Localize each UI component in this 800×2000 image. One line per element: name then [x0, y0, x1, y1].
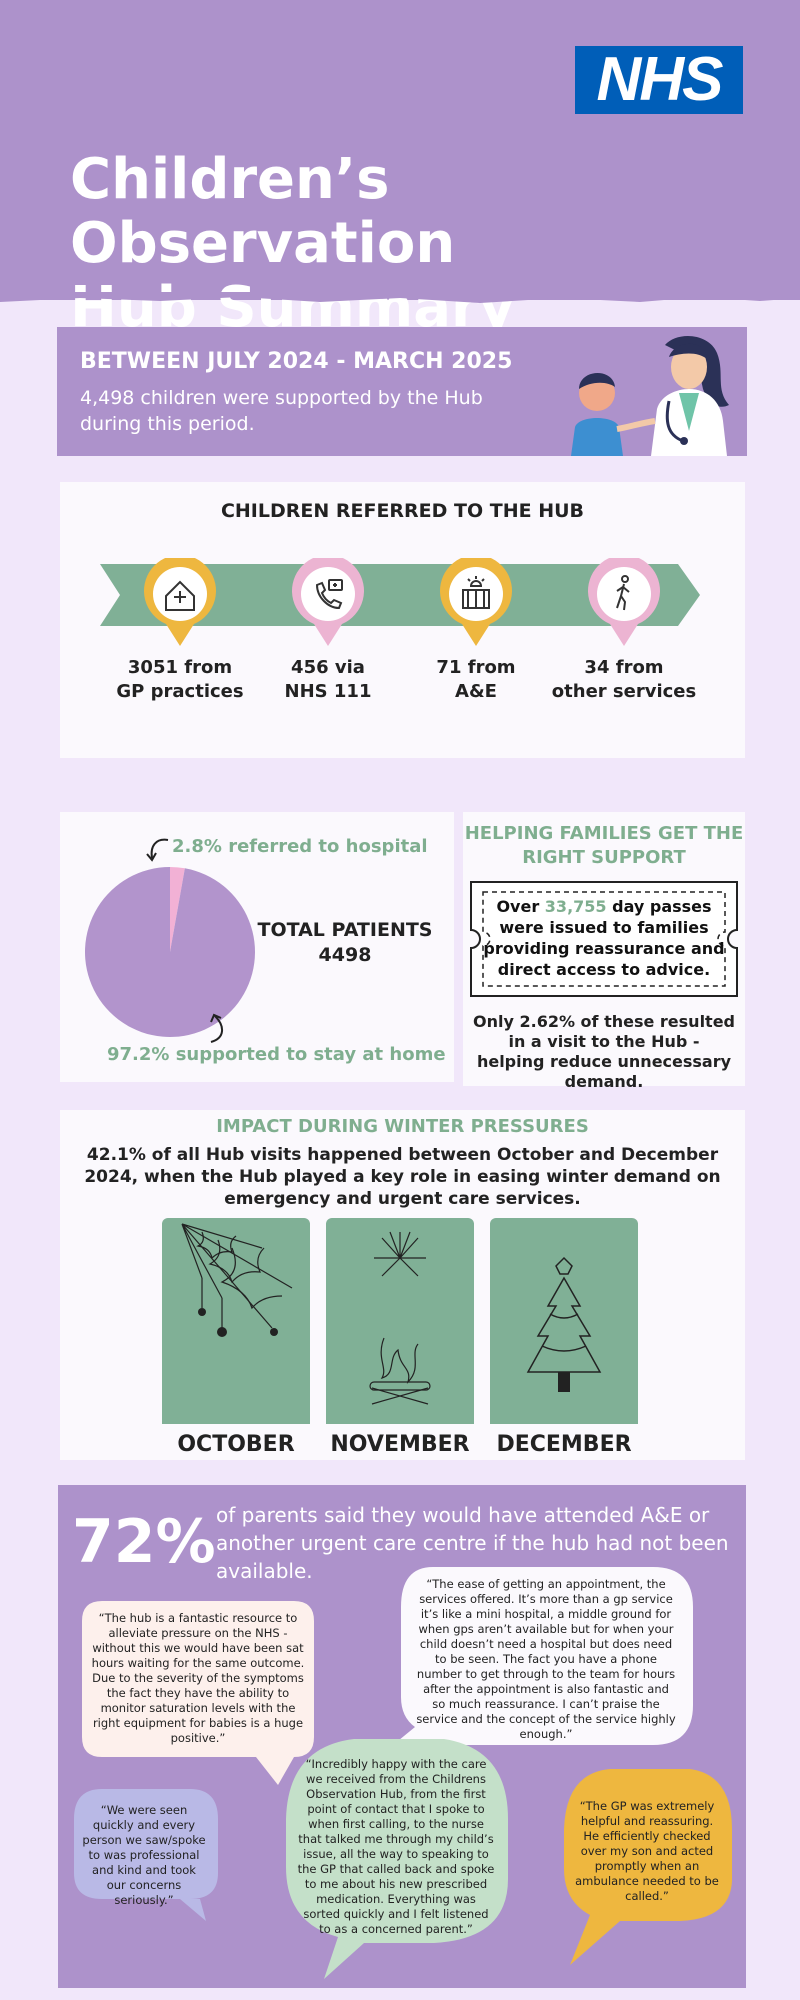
referral-gp-source: GP practices	[116, 681, 244, 702]
month-label-november: NOVEMBER	[330, 1432, 470, 1457]
referrals-card: CHILDREN REFERRED TO THE HUB 3051 from G…	[60, 482, 745, 758]
winter-title: IMPACT DURING WINTER PRESSURES	[216, 1116, 589, 1137]
day-pass-outcome: Only 2.62% of these resulted in a visit …	[473, 1012, 736, 1091]
referral-nhs111-count: 456 via	[291, 657, 365, 678]
total-patients-value: 4498	[318, 944, 372, 966]
title-line-1: Children’s Observation	[70, 147, 456, 276]
day-pass-ticket	[470, 881, 738, 997]
quote-text-4: “Incredibly happy with the care we recei…	[297, 1757, 495, 1936]
phone-icon	[315, 579, 343, 610]
referral-gp-count: 3051 from	[127, 657, 233, 678]
quote-text-3: “We were seen quickly and every person w…	[82, 1803, 206, 1907]
header: NHS Children’s Observation Hub Summary	[0, 0, 800, 340]
parent-feedback-section: 72% of parents said they would have atte…	[58, 1485, 746, 1988]
referrals-title: CHILDREN REFERRED TO THE HUB	[220, 500, 585, 522]
day-pass-suffix: day passes were issued to families provi…	[483, 897, 725, 979]
referral-pin	[586, 554, 662, 648]
quote-bubble-4: “Incredibly happy with the care we recei…	[284, 1739, 508, 1979]
survey-text: of parents said they would have attended…	[216, 1503, 729, 1583]
referral-arrow-band	[100, 564, 700, 626]
referral-ae: 71 from A&E	[401, 554, 551, 704]
november-panel	[326, 1218, 474, 1424]
fireworks-bonfire-icon	[369, 1231, 431, 1405]
december-panel	[490, 1218, 638, 1424]
day-pass-count: 33,755	[544, 897, 607, 916]
quote-text-2: “The ease of getting an appointment, the…	[416, 1577, 676, 1741]
referral-other-count: 34 from	[584, 657, 664, 678]
referral-other-source: other services	[551, 681, 697, 702]
arrow-to-hospital-slice	[146, 838, 169, 862]
pie-slice-home	[85, 867, 256, 1037]
referral-nhs111: 456 via NHS 111	[253, 554, 403, 704]
referral-pin	[290, 554, 366, 648]
referral-ae-source: A&E	[455, 681, 497, 702]
summary-banner: BETWEEN JULY 2024 - MARCH 2025 4,498 chi…	[57, 327, 747, 456]
quote-text-1: “The hub is a fantastic resource to alle…	[91, 1611, 305, 1745]
doctor-child-illustration	[571, 335, 729, 456]
winter-text: 42.1% of all Hub visits happened between…	[84, 1145, 721, 1209]
quote-bubble-1: “The hub is a fantastic resource to alle…	[82, 1601, 314, 1785]
header-torn-edge	[0, 292, 800, 303]
total-patients-label: TOTAL PATIENTS	[257, 919, 433, 941]
spider-web-icon	[181, 1223, 293, 1337]
referral-ae-count: 71 from	[436, 657, 516, 678]
outcomes-card: 2.8% referred to hospital 97.2% supporte…	[60, 812, 454, 1082]
month-label-december: DECEMBER	[496, 1432, 632, 1457]
helping-families-card: HELPING FAMILIES GET THE RIGHT SUPPORT O…	[463, 812, 745, 1091]
quote-text-5: “The GP was extremely helpful and reassu…	[575, 1799, 719, 1903]
survey-percentage: 72%	[72, 1507, 216, 1577]
helping-families-title: HELPING FAMILIES GET THE RIGHT SUPPORT	[464, 823, 744, 868]
home-label: 97.2% supported to stay at home	[107, 1044, 446, 1065]
walking-person-icon	[616, 575, 630, 611]
referral-pin	[142, 554, 218, 648]
hospital-icon	[165, 580, 195, 611]
arrow-to-home-slice	[210, 1013, 223, 1043]
quote-bubble-2: “The ease of getting an appointment, the…	[393, 1567, 693, 1745]
quote-bubble-5: “The GP was extremely helpful and reassu…	[560, 1769, 732, 1969]
quote-bubble-3: “We were seen quickly and every person w…	[72, 1789, 218, 1921]
day-pass-text: Over 33,755 day passes were issued to fa…	[483, 896, 725, 980]
october-panel	[162, 1218, 310, 1424]
winter-card: IMPACT DURING WINTER PRESSURES 42.1% of …	[60, 1110, 745, 1460]
referral-pin	[438, 554, 514, 648]
hospital-label: 2.8% referred to hospital	[172, 836, 428, 857]
nhs-logo: NHS	[575, 46, 743, 114]
emergency-icon	[462, 576, 490, 609]
day-pass-prefix: Over	[496, 897, 545, 916]
pie-slice-hospital	[170, 867, 185, 952]
total-patients: TOTAL PATIENTS 4498	[250, 918, 440, 968]
month-label-october: OCTOBER	[177, 1432, 295, 1457]
referral-other: 34 from other services	[549, 554, 699, 704]
outcomes-pie-chart	[85, 867, 256, 1037]
referral-nhs111-source: NHS 111	[284, 681, 372, 702]
christmas-tree-icon	[526, 1256, 602, 1392]
referral-gp: 3051 from GP practices	[105, 554, 255, 704]
banner-text: 4,498 children were supported by the Hub…	[80, 387, 483, 435]
banner-heading: BETWEEN JULY 2024 - MARCH 2025	[80, 349, 513, 374]
